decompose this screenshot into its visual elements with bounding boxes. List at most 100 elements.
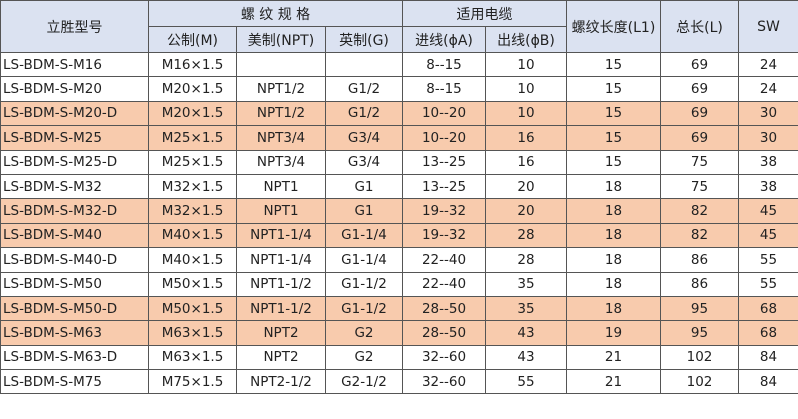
table-row: LS-BDM-S-M50 M50×1.5 NPT1-1/2 G1-1/2 22--40 3… xyxy=(0,271,798,297)
cell-l1: 15 xyxy=(566,51,661,78)
cell-model: LS-BDM-S-M25-D xyxy=(0,149,149,175)
cell-a: 10--20 xyxy=(402,100,486,127)
table-row: LS-BDM-S-M40 M40×1.5 NPT1-1/4 G1-1/4 19--32 2… xyxy=(0,222,798,249)
cell-npt: NPT2-1/2 xyxy=(236,369,326,395)
cell-l: 95 xyxy=(660,320,739,346)
cell-a: 13--25 xyxy=(402,173,486,200)
cell-l1: 15 xyxy=(566,125,661,151)
cell-model: LS-BDM-S-M40 xyxy=(0,222,149,249)
header-g: 英制(G) xyxy=(325,26,403,53)
cell-b: 20 xyxy=(485,173,567,200)
cell-sw: 24 xyxy=(738,76,798,102)
cell-l1: 18 xyxy=(566,173,661,200)
cell-sw: 84 xyxy=(738,369,798,395)
cell-npt: NPT1/2 xyxy=(236,100,326,127)
cell-g: G1/2 xyxy=(325,76,403,102)
table-row: LS-BDM-S-M40-D M40×1.5 NPT1-1/4 G1-1/4 22--4… xyxy=(0,247,798,273)
cell-l1: 15 xyxy=(566,100,661,127)
cell-a: 22--40 xyxy=(402,271,486,297)
cell-model: LS-BDM-S-M25 xyxy=(0,125,149,151)
cell-m: M40×1.5 xyxy=(148,222,237,249)
table-row: LS-BDM-S-M25-D M25×1.5 NPT3/4 G3/4 13--25 16 1… xyxy=(0,149,798,175)
cell-l1: 19 xyxy=(566,320,661,346)
cell-m: M63×1.5 xyxy=(148,320,237,346)
cell-l1: 18 xyxy=(566,295,661,322)
cell-b: 28 xyxy=(485,222,567,249)
cell-sw: 45 xyxy=(738,222,798,249)
cell-b: 20 xyxy=(485,198,567,224)
cell-a: 19--32 xyxy=(402,198,486,224)
cell-l: 102 xyxy=(660,344,739,371)
cell-l1: 21 xyxy=(566,369,661,395)
table-row: LS-BDM-S-M25 M25×1.5 NPT3/4 G3/4 10--20 16 15 6… xyxy=(0,125,798,151)
cell-l: 82 xyxy=(660,198,739,224)
table-row: LS-BDM-S-M50-D M50×1.5 NPT1-1/2 G1-1/2 28--5… xyxy=(0,295,798,322)
cell-a: 32--60 xyxy=(402,369,486,395)
cell-l1: 15 xyxy=(566,76,661,102)
cell-model: LS-BDM-S-M20-D xyxy=(0,100,149,127)
cell-m: M20×1.5 xyxy=(148,100,237,127)
header-thread-length: 螺纹长度(L1) xyxy=(566,0,661,53)
cell-m: M32×1.5 xyxy=(148,198,237,224)
cell-l: 86 xyxy=(660,271,739,297)
cell-b: 43 xyxy=(485,344,567,371)
cell-g: G1/2 xyxy=(325,100,403,127)
cell-model: LS-BDM-S-M40-D xyxy=(0,247,149,273)
cell-npt: NPT1-1/2 xyxy=(236,295,326,322)
cell-npt: NPT3/4 xyxy=(236,125,326,151)
cell-g: G3/4 xyxy=(325,125,403,151)
table-row: LS-BDM-S-M16 M16×1.5 8--15 10 15 69 24 xyxy=(0,51,798,78)
cell-npt: NPT1-1/4 xyxy=(236,247,326,273)
cell-npt: NPT2 xyxy=(236,344,326,371)
cell-m: M20×1.5 xyxy=(148,76,237,102)
cell-b: 35 xyxy=(485,295,567,322)
table-row: LS-BDM-S-M75 M75×1.5 NPT2-1/2 G2-1/2 32--60 5… xyxy=(0,369,798,395)
cell-a: 28--50 xyxy=(402,320,486,346)
cell-model: LS-BDM-S-M63 xyxy=(0,320,149,346)
cell-l: 75 xyxy=(660,173,739,200)
cell-sw: 24 xyxy=(738,51,798,78)
cell-npt: NPT1 xyxy=(236,173,326,200)
cell-a: 28--50 xyxy=(402,295,486,322)
cell-g: G1 xyxy=(325,198,403,224)
cell-m: M40×1.5 xyxy=(148,247,237,273)
cell-g: G2 xyxy=(325,320,403,346)
cell-m: M50×1.5 xyxy=(148,295,237,322)
cell-model: LS-BDM-S-M16 xyxy=(0,51,149,78)
cell-sw: 55 xyxy=(738,271,798,297)
cell-l: 75 xyxy=(660,149,739,175)
cell-l1: 15 xyxy=(566,149,661,175)
table-row: LS-BDM-S-M32-D M32×1.5 NPT1 G1 19--32 20 18 82 4… xyxy=(0,198,798,224)
cell-sw: 30 xyxy=(738,100,798,127)
cell-a: 10--20 xyxy=(402,125,486,151)
cell-sw: 45 xyxy=(738,198,798,224)
cell-sw: 84 xyxy=(738,344,798,371)
cell-m: M25×1.5 xyxy=(148,125,237,151)
table-row: LS-BDM-S-M63-D M63×1.5 NPT2 G2 32--60 43 21 102… xyxy=(0,344,798,371)
cell-b: 43 xyxy=(485,320,567,346)
cell-sw: 68 xyxy=(738,320,798,346)
header-cable: 适用电缆 xyxy=(402,0,567,27)
cell-model: LS-BDM-S-M50 xyxy=(0,271,149,297)
header-total-length: 总长(L) xyxy=(660,0,739,53)
spec-table: 立胜型号 螺 纹 规 格 适用电缆 螺纹长度(L1) 总长(L) SW 公制(M… xyxy=(0,0,798,395)
cell-npt: NPT3/4 xyxy=(236,149,326,175)
header-outlet: 出线(ϕB) xyxy=(485,26,567,53)
cell-g: G1-1/2 xyxy=(325,271,403,297)
cell-m: M75×1.5 xyxy=(148,369,237,395)
cell-b: 28 xyxy=(485,247,567,273)
cell-sw: 38 xyxy=(738,173,798,200)
table-row: LS-BDM-S-M32 M32×1.5 NPT1 G1 13--25 20 18 75 38 xyxy=(0,173,798,200)
header-inlet: 进线(ϕA) xyxy=(402,26,486,53)
cell-g: G2 xyxy=(325,344,403,371)
cell-g: G1-1/4 xyxy=(325,247,403,273)
cell-g: G1 xyxy=(325,173,403,200)
cell-g: G1-1/4 xyxy=(325,222,403,249)
cell-l: 69 xyxy=(660,76,739,102)
cell-b: 10 xyxy=(485,100,567,127)
cell-m: M25×1.5 xyxy=(148,149,237,175)
cell-a: 19--32 xyxy=(402,222,486,249)
cell-npt: NPT2 xyxy=(236,320,326,346)
cell-l1: 21 xyxy=(566,344,661,371)
cell-l: 102 xyxy=(660,369,739,395)
